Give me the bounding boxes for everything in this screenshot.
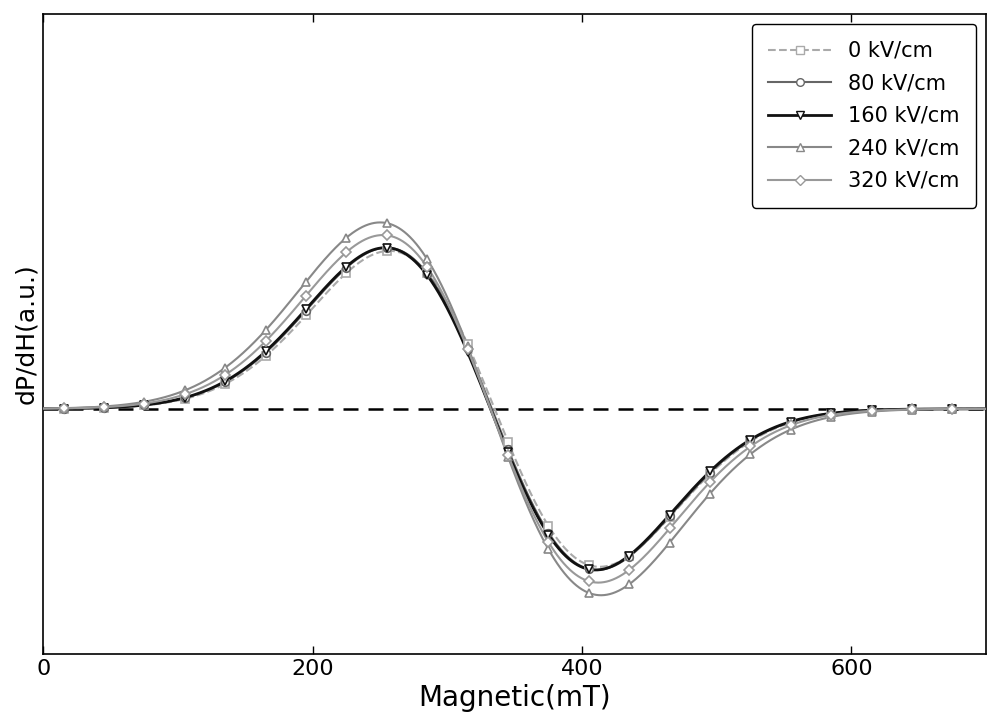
X-axis label: Magnetic(mT): Magnetic(mT) [418,684,611,712]
Y-axis label: dP/dH(a.u.): dP/dH(a.u.) [14,264,38,404]
Legend: 0 kV/cm, 80 kV/cm, 160 kV/cm, 240 kV/cm, 320 kV/cm: 0 kV/cm, 80 kV/cm, 160 kV/cm, 240 kV/cm,… [752,24,976,208]
